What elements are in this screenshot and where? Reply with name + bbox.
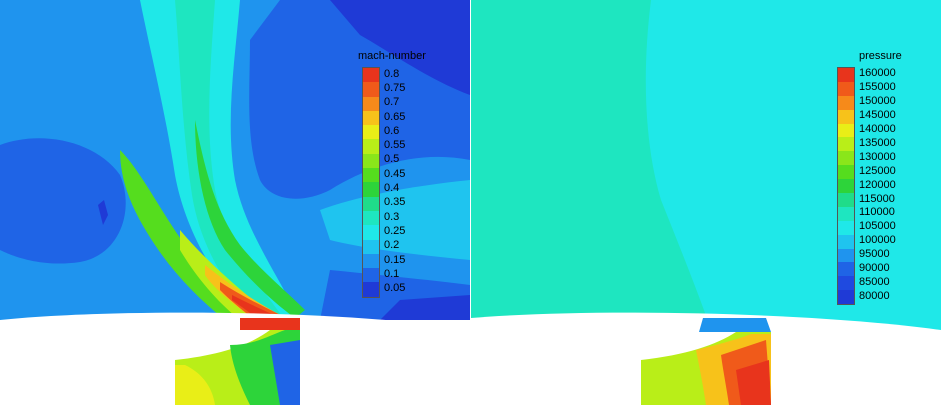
legend-label: 140000 (859, 123, 896, 136)
legend-label: 0.25 (384, 224, 406, 237)
legend-swatch (363, 225, 379, 240)
legend-label: 0.55 (384, 139, 406, 152)
legend-label: 100000 (859, 234, 896, 247)
legend-swatch (838, 137, 854, 152)
mach-min-spot (98, 200, 108, 225)
legend-swatch (838, 220, 854, 235)
legend-label: 80000 (859, 289, 890, 302)
mach-jet-green (120, 150, 260, 320)
pressure-field (471, 0, 941, 415)
legend-label: 150000 (859, 95, 896, 108)
legend-label: 0.6 (384, 124, 400, 137)
lower-passage-yellow (175, 365, 215, 405)
pressure-high-region (645, 0, 941, 330)
pressure-contour-plot: pressure 160000 155000 150000 145000 140000 1… (471, 0, 941, 415)
legend-label: 0.4 (384, 182, 400, 195)
legend-label: 155000 (859, 81, 896, 94)
legend-label: 0.3 (384, 210, 400, 223)
legend-color-bar (362, 67, 380, 298)
legend-label: 115000 (859, 192, 895, 205)
mach-right-band (320, 180, 470, 260)
legend-swatch (363, 110, 379, 126)
legend-label: 0.15 (384, 253, 406, 266)
lower-passage-max (736, 360, 771, 405)
legend-swatch (838, 68, 854, 82)
legend-label: 130000 (859, 150, 896, 163)
mach-plume-outer (140, 0, 300, 320)
legend-swatch (838, 165, 854, 180)
legend-swatch (363, 282, 379, 297)
mach-bottom-right-min (380, 295, 470, 320)
legend-label: 0.1 (384, 267, 400, 280)
legend-label: 85000 (859, 275, 890, 288)
legend-label: 0.35 (384, 196, 406, 209)
legend-label: 0.8 (384, 67, 400, 80)
legend-swatch (838, 262, 854, 277)
legend-color-bar (837, 67, 855, 306)
nozzle-blades (699, 318, 771, 332)
legend-label: 0.5 (384, 153, 400, 166)
legend-label: 135000 (859, 136, 896, 149)
legend-swatch (363, 82, 379, 97)
legend-swatch (838, 193, 854, 207)
legend-swatch (838, 151, 854, 166)
legend-swatch (363, 68, 379, 83)
legend-swatch (838, 179, 854, 194)
legend-label: 0.45 (384, 167, 406, 180)
legend-swatch (838, 206, 854, 221)
legend-title: pressure (859, 50, 902, 62)
mach-upper-right-min (330, 0, 470, 95)
legend-swatch (363, 239, 379, 254)
legend-label: 90000 (859, 262, 890, 275)
legend-label: 0.7 (384, 96, 400, 109)
legend-swatch (363, 125, 379, 140)
legend-swatch (838, 290, 854, 305)
legend-label: 145000 (859, 109, 896, 122)
legend-label: 0.2 (384, 239, 400, 252)
legend-title: mach-number (358, 50, 426, 62)
legend-label: 120000 (859, 178, 896, 191)
nozzle-blades (240, 318, 300, 330)
legend-swatch (363, 196, 379, 211)
legend-swatch (838, 248, 854, 263)
legend-swatch (363, 139, 379, 154)
legend-label: 0.05 (384, 282, 406, 295)
legend-swatch (838, 109, 854, 124)
legend-swatch (363, 268, 379, 283)
legend-swatch (363, 182, 379, 197)
mach-streak (195, 120, 305, 318)
legend-swatch (838, 123, 854, 138)
legend-swatch (363, 168, 379, 183)
mach-number-field (0, 0, 470, 415)
legend-swatch (838, 81, 854, 96)
legend-swatch (363, 153, 379, 169)
legend-label: 110000 (859, 206, 895, 219)
legend-swatch (363, 253, 379, 269)
legend-swatch (363, 96, 379, 111)
lower-passage-edge (270, 340, 300, 405)
legend-swatch (838, 234, 854, 249)
legend-swatch (363, 210, 379, 226)
mach-low-lobe (0, 138, 126, 264)
legend-swatch (838, 95, 854, 110)
legend-label: 125000 (859, 164, 896, 177)
legend-swatch (838, 276, 854, 291)
mach-plume-mid (175, 0, 285, 320)
legend-label: 105000 (859, 220, 896, 233)
legend-label: 160000 (859, 67, 896, 80)
legend-label: 95000 (859, 248, 890, 261)
mach-number-contour-plot: mach-number 0.8 0.75 0.7 0.65 0.6 0.55 0.5 0.45… (0, 0, 470, 415)
legend-label: 0.65 (384, 110, 406, 123)
legend-label: 0.75 (384, 81, 406, 94)
